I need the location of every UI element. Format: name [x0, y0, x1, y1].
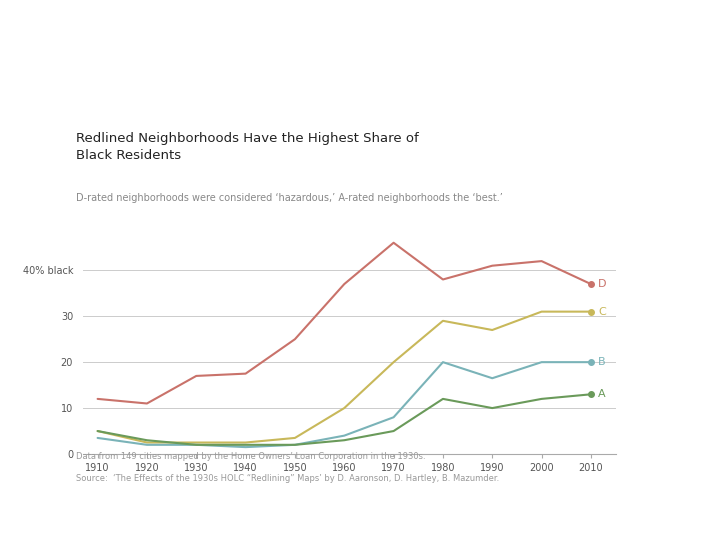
Text: and Discriminatory Housing: and Discriminatory Housing — [29, 79, 464, 107]
Text: C: C — [598, 307, 606, 316]
Text: B: B — [598, 357, 606, 367]
Text: Source:  ‘The Effects of the 1930s HOLC “Redlining” Maps’ by D. Aaronson, D. Har: Source: ‘The Effects of the 1930s HOLC “… — [76, 474, 499, 483]
Text: Data from 149 cities mapped by the Home Owners’ Loan Corporation in the 1930s.: Data from 149 cities mapped by the Home … — [76, 452, 426, 461]
Text: Lasting Impact of Redlining: Lasting Impact of Redlining — [29, 31, 460, 59]
Text: Redlined Neighborhoods Have the Highest Share of
Black Residents: Redlined Neighborhoods Have the Highest … — [76, 132, 418, 162]
Text: D-rated neighborhoods were considered ‘hazardous,’ A-rated neighborhoods the ‘be: D-rated neighborhoods were considered ‘h… — [76, 193, 503, 203]
Text: A: A — [598, 389, 606, 399]
Text: D: D — [598, 279, 607, 289]
